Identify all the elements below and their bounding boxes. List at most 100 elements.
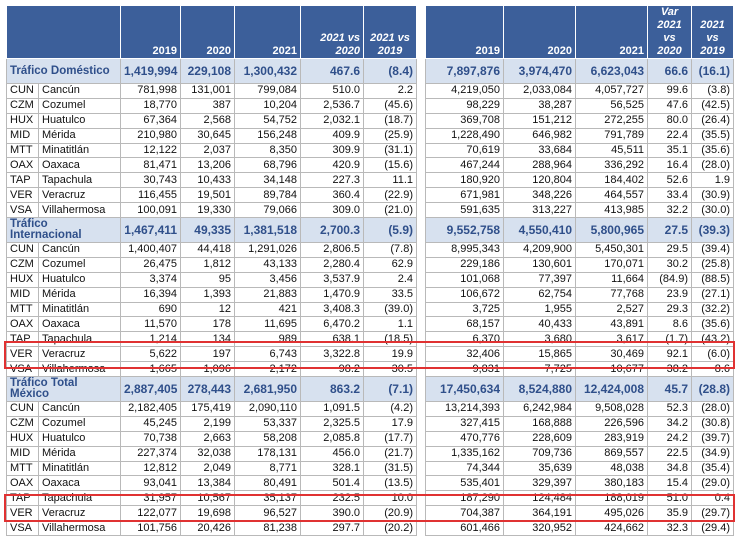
traffic-value: 62,754	[503, 286, 576, 303]
airport-row: MID Mérida 16,394 1,393 21,883 1,470.9 33.5	[6, 286, 417, 303]
airport-name: Veracruz	[38, 505, 121, 522]
traffic-value: 10,433	[180, 172, 235, 189]
traffic-value: 11,695	[234, 316, 301, 333]
traffic-value: (45.6)	[363, 97, 417, 114]
traffic-value: 2.2	[363, 83, 417, 99]
traffic-value: 184,402	[575, 172, 648, 189]
traffic-value: (30.9)	[691, 187, 734, 204]
airport-row: 704,387 364,191 495,026 35.9 (29.7)	[425, 505, 734, 522]
traffic-value: 387	[180, 97, 235, 114]
traffic-value: 2,280.4	[300, 256, 364, 273]
airport-row: OAX Oaxaca 93,041 13,384 80,491 501.4 (13.5)	[6, 475, 417, 492]
traffic-value: 80,491	[234, 475, 301, 492]
section-row: Tráfico Total México 2,887,405 278,443 2,68…	[6, 376, 417, 403]
traffic-value: 44,418	[180, 242, 235, 258]
traffic-value: 4,057,727	[575, 83, 648, 99]
traffic-value: 131,001	[180, 83, 235, 99]
traffic-value: 47.6	[647, 97, 692, 114]
airport-row: 535,401 329,397 380,183 15.4 (29.0)	[425, 475, 734, 492]
airport-name: Veracruz	[38, 346, 121, 363]
traffic-value: 122,077	[120, 505, 181, 522]
traffic-value: 8,771	[234, 460, 301, 477]
airport-row: 74,344 35,639 48,038 34.8 (35.4)	[425, 460, 734, 477]
airport-name: Oaxaca	[38, 157, 121, 174]
airport-row: OAX Oaxaca 81,471 13,206 68,796 420.9 (15.6)	[6, 157, 417, 174]
traffic-value: 364,191	[503, 505, 576, 522]
traffic-value: 464,557	[575, 187, 648, 204]
traffic-value: 591,635	[425, 202, 504, 219]
section-total: 1,300,432	[234, 58, 301, 84]
traffic-value: 869,557	[575, 445, 648, 462]
airport-code: HUX	[6, 112, 39, 129]
traffic-value: (39.4)	[691, 242, 734, 258]
traffic-value: 10,567	[180, 490, 235, 507]
airport-code: MID	[6, 445, 39, 462]
traffic-value: (88.5)	[691, 271, 734, 288]
airport-code: MTT	[6, 460, 39, 477]
traffic-value: 29.5	[647, 242, 692, 258]
traffic-value: 2.4	[363, 271, 417, 288]
traffic-value: 30,743	[120, 172, 181, 189]
airport-code: MID	[6, 127, 39, 144]
traffic-value: 2,037	[180, 142, 235, 159]
traffic-value: 413,985	[575, 202, 648, 219]
traffic-value: 106,672	[425, 286, 504, 303]
traffic-value: 70,738	[120, 430, 181, 447]
traffic-value: 19.9	[363, 346, 417, 363]
section-total: 45.7	[647, 376, 692, 403]
traffic-value: 51.0	[647, 490, 692, 507]
traffic-value: 2,806.5	[300, 242, 364, 258]
traffic-value: 32,406	[425, 346, 504, 363]
section-total: 27.5	[647, 217, 692, 244]
traffic-value: 360.4	[300, 187, 364, 204]
traffic-value: 13,384	[180, 475, 235, 492]
traffic-value: 8.6	[647, 316, 692, 333]
traffic-value: (31.5)	[363, 460, 417, 477]
airport-row: 327,415 168,888 226,596 34.2 (30.8)	[425, 415, 734, 432]
header-2021-vs-2019: 2021 vs 2019	[363, 5, 417, 59]
section-total: (39.3)	[691, 217, 734, 244]
traffic-value: 6,470.2	[300, 316, 364, 333]
traffic-value: 3,680	[503, 331, 576, 348]
airport-row: HUX Huatulco 3,374 95 3,456 3,537.9 2.4	[6, 271, 417, 288]
traffic-value: (6.0)	[691, 346, 734, 363]
traffic-value: (21.0)	[363, 202, 417, 219]
traffic-value: 10.0	[363, 490, 417, 507]
traffic-value: 380,183	[575, 475, 648, 492]
traffic-value: 53,337	[234, 415, 301, 432]
traffic-value: (39.0)	[363, 301, 417, 318]
traffic-value: 409.9	[300, 127, 364, 144]
traffic-value: (27.1)	[691, 286, 734, 303]
traffic-value: 23.9	[647, 286, 692, 303]
header-2021: 2021	[575, 5, 648, 59]
airport-row: MTT Minatitlán 690 12 421 3,408.3 (39.0)	[6, 301, 417, 318]
traffic-value: 228,609	[503, 430, 576, 447]
airport-row: 369,708 151,212 272,255 80.0 (26.4)	[425, 112, 734, 129]
header-var-2021-vs-2020: Var 2021 vs 2020	[647, 5, 692, 59]
traffic-value: 26,475	[120, 256, 181, 273]
airport-row: VSA Villahermosa 100,091 19,330 79,066 309.0(…	[6, 202, 417, 219]
traffic-value: (34.9)	[691, 445, 734, 462]
airport-name: Cancún	[38, 401, 121, 417]
left-traffic-table: 2019 2020 2021 2021 vs 2020 2021 vs 2019 Tráf…	[6, 5, 417, 536]
traffic-value: 30.2	[647, 256, 692, 273]
section-total: 1,381,518	[234, 217, 301, 244]
airport-name: Tapachula	[38, 490, 121, 507]
airport-name: Cancún	[38, 83, 121, 99]
traffic-value: 7,725	[503, 361, 576, 378]
traffic-value: (29.7)	[691, 505, 734, 522]
section-total: 278,443	[180, 376, 235, 403]
airport-name: Minatitlán	[38, 301, 121, 318]
traffic-value: 11,570	[120, 316, 181, 333]
traffic-value: 89,784	[234, 187, 301, 204]
traffic-value: 48,038	[575, 460, 648, 477]
traffic-value: 501.4	[300, 475, 364, 492]
airport-row: MID Mérida 227,374 32,038 178,131 456.0 (21.7)	[6, 445, 417, 462]
traffic-value: (32.2)	[691, 301, 734, 318]
traffic-value: 38,287	[503, 97, 576, 114]
traffic-value: 1,091.5	[300, 401, 364, 417]
traffic-value: (35.6)	[691, 316, 734, 333]
airport-code: CZM	[6, 415, 39, 432]
airport-row: 106,672 62,754 77,768 23.9 (27.1)	[425, 286, 734, 303]
airport-row: 3,725 1,955 2,527 29.3 (32.2)	[425, 301, 734, 318]
